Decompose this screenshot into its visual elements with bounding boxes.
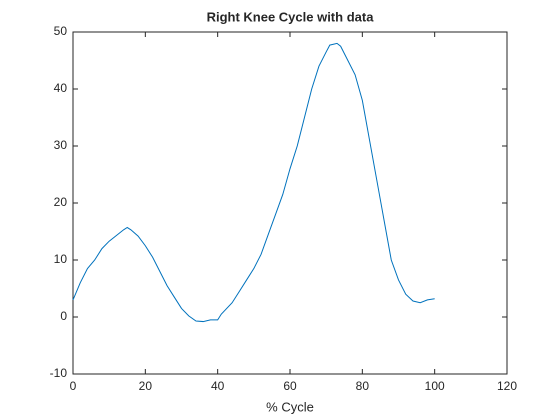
y-tick-label: 20 bbox=[54, 195, 68, 209]
x-tick-label: 0 bbox=[70, 379, 77, 393]
data-line bbox=[72, 42, 435, 323]
y-tick-label: 10 bbox=[54, 252, 68, 266]
y-tick-label: -10 bbox=[50, 366, 68, 380]
y-tick-label: 30 bbox=[54, 138, 68, 152]
x-tick-label: 100 bbox=[425, 379, 445, 393]
x-tick-label: 120 bbox=[497, 379, 517, 393]
x-tick-label: 80 bbox=[356, 379, 370, 393]
axes-frame bbox=[72, 31, 508, 375]
x-tick-label: 20 bbox=[139, 379, 153, 393]
y-tick-label: 0 bbox=[60, 309, 67, 323]
y-tick-label: 40 bbox=[54, 81, 68, 95]
x-tick-label: 40 bbox=[211, 379, 225, 393]
chart-title: Right Knee Cycle with data bbox=[207, 9, 375, 24]
x-tick-label: 60 bbox=[283, 379, 297, 393]
x-axis-label: % Cycle bbox=[266, 399, 314, 414]
y-tick-label: 50 bbox=[54, 24, 68, 38]
